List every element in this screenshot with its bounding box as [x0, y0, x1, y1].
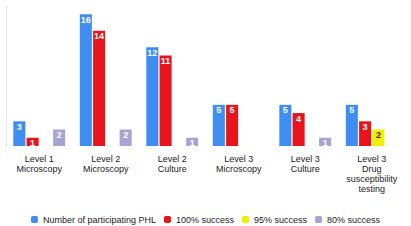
svg-text:susceptibility: susceptibility [346, 174, 398, 184]
svg-text:Level 3: Level 3 [291, 154, 320, 164]
svg-text:5: 5 [349, 105, 354, 115]
svg-text:16: 16 [81, 15, 91, 25]
svg-text:100% success: 100% success [176, 215, 235, 225]
svg-text:80% success: 80% success [327, 215, 381, 225]
svg-text:4: 4 [296, 114, 301, 124]
svg-text:1: 1 [323, 138, 328, 148]
svg-text:12: 12 [147, 48, 157, 58]
svg-text:Level 2: Level 2 [158, 154, 187, 164]
svg-text:1: 1 [30, 138, 35, 148]
svg-text:testing: testing [358, 184, 385, 194]
svg-text:Level 3: Level 3 [357, 154, 386, 164]
svg-text:Culture: Culture [291, 164, 320, 174]
svg-text:95% success: 95% success [254, 215, 308, 225]
svg-text:Level 3: Level 3 [224, 154, 253, 164]
svg-text:3: 3 [363, 122, 368, 132]
svg-text:5: 5 [283, 105, 288, 115]
svg-text:2: 2 [376, 130, 381, 140]
svg-text:5: 5 [230, 105, 235, 115]
svg-text:1: 1 [190, 138, 195, 148]
svg-text:11: 11 [161, 56, 171, 66]
svg-text:5: 5 [216, 105, 221, 115]
svg-text:Culture: Culture [158, 164, 187, 174]
svg-text:Microscopy: Microscopy [83, 164, 129, 174]
svg-text:2: 2 [123, 130, 128, 140]
svg-text:3: 3 [17, 122, 22, 132]
svg-text:2: 2 [57, 130, 62, 140]
svg-text:Number of participating PHL: Number of participating PHL [43, 215, 156, 225]
svg-text:Microscopy: Microscopy [216, 164, 262, 174]
svg-text:Level 1: Level 1 [25, 154, 54, 164]
svg-text:Drug: Drug [362, 164, 382, 174]
svg-text:14: 14 [94, 31, 104, 41]
svg-text:Level 2: Level 2 [91, 154, 120, 164]
svg-text:Microscopy: Microscopy [16, 164, 62, 174]
